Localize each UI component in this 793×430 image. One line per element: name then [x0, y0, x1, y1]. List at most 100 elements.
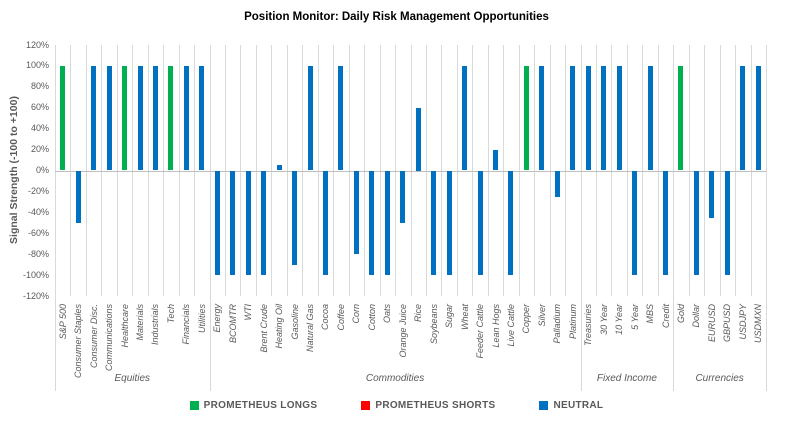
- group-label-commodities: Commodities: [365, 373, 425, 384]
- bar-usdmxn: [755, 65, 761, 171]
- bar-consumer-staples: [75, 170, 81, 223]
- bar-materials: [137, 65, 143, 171]
- y-axis-tick-label: 0%: [35, 165, 49, 175]
- x-axis-label-text: Communications: [104, 304, 115, 372]
- bar-platinum: [570, 65, 576, 171]
- legend-swatch-icon: [189, 401, 199, 410]
- x-axis-label-text: Dollar: [691, 304, 702, 328]
- x-axis-label-text: Materials: [135, 304, 145, 341]
- legend-item-prometheus-shorts: PROMETHEUS SHORTS: [361, 400, 495, 411]
- bar-communications: [106, 65, 112, 171]
- x-axis-label-text: Treasuries: [583, 304, 594, 346]
- x-axis-label-text: Heating Oil: [274, 304, 285, 349]
- x-axis-label-text: 10 Year: [614, 304, 625, 335]
- group-divider: [766, 296, 767, 391]
- bar-industrials: [152, 65, 158, 171]
- bar-lean-hogs: [493, 149, 498, 171]
- x-axis-label-text: Wheat: [459, 304, 470, 331]
- bar-copper: [523, 65, 529, 171]
- x-axis-label-text: Energy: [212, 304, 223, 333]
- x-axis-label-text: Credit: [660, 304, 671, 329]
- bar-30-year: [601, 65, 607, 171]
- bar-financials: [183, 65, 189, 171]
- group-label-equities: Equities: [114, 373, 151, 384]
- bar-corn: [353, 170, 359, 255]
- x-axis-label-text: USDMXN: [753, 304, 764, 344]
- x-axis-label-text: Lean Hogs: [490, 304, 501, 348]
- group-divider: [673, 296, 675, 391]
- y-axis-tick-label: 20%: [30, 144, 49, 155]
- legend-label: NEUTRAL: [553, 400, 604, 411]
- x-axis-label-text: Cotton: [366, 304, 377, 331]
- bar-rice: [415, 107, 421, 171]
- x-axis-label-text: Consumer Disc.: [88, 304, 99, 369]
- bar-oats: [384, 170, 390, 276]
- x-axis-label-text: Gasoline: [289, 304, 300, 340]
- y-axis-tick-label: 80%: [30, 81, 49, 92]
- bar-cocoa: [322, 170, 328, 276]
- group-divider: [209, 296, 211, 391]
- bar-eurusd: [709, 170, 715, 218]
- bar-wti: [245, 170, 251, 276]
- bar-silver: [539, 65, 545, 171]
- x-axis-label-text: Sugar: [444, 304, 455, 329]
- bar-natural-gas: [307, 65, 313, 171]
- bar-coffee: [338, 65, 344, 171]
- group-label-currencies: Currencies: [695, 373, 744, 384]
- legend-label: PROMETHEUS SHORTS: [375, 400, 496, 411]
- zero-axis-line: [55, 170, 766, 172]
- y-axis-tick-label: -60%: [27, 227, 49, 238]
- x-axis-label-text: 30 Year: [598, 304, 609, 335]
- bar-consumer-disc: [91, 65, 97, 171]
- y-axis-tick-label: 60%: [30, 102, 49, 113]
- y-axis-tick-label: 40%: [30, 123, 49, 134]
- y-axis-tick-label: -100%: [22, 269, 49, 280]
- x-axis-label-text: GBPUSD: [722, 304, 733, 343]
- x-axis-label-text: Corn: [351, 304, 362, 324]
- x-axis-label-text: MBS: [645, 304, 656, 324]
- x-axis-label-text: Palladium: [552, 304, 563, 344]
- bar-orange-juice: [400, 170, 406, 223]
- x-axis-label-text: Consumer Staples: [73, 304, 84, 379]
- x-axis-label-text: Copper: [521, 304, 532, 334]
- x-axis-label-text: Feeder Cattle: [475, 304, 486, 359]
- bar-gold: [678, 65, 684, 171]
- x-axis-label-text: WTI: [243, 304, 254, 321]
- legend-label: PROMETHEUS LONGS: [203, 400, 318, 411]
- x-axis-label-text: Utilities: [196, 304, 207, 334]
- bar-usdjpy: [740, 65, 746, 171]
- legend-swatch-icon: [361, 401, 371, 410]
- y-axis-tick-label: -80%: [27, 248, 49, 259]
- bar-feeder-cattle: [477, 170, 483, 276]
- x-axis-label-text: Brent Crude: [258, 304, 269, 353]
- x-axis-label-text: Oats: [382, 304, 393, 324]
- x-axis-label-text: S&P 500: [57, 304, 68, 340]
- x-axis-label-text: Coffee: [335, 304, 346, 331]
- legend: PROMETHEUS LONGS PROMETHEUS SHORTS NEUTRAL: [0, 400, 793, 411]
- bar-gasoline: [292, 170, 298, 265]
- bar-palladium: [554, 170, 560, 197]
- group-divider: [55, 296, 56, 391]
- bar-healthcare: [122, 65, 128, 171]
- x-axis-label-text: Live Cattle: [505, 304, 516, 347]
- bar-brent-crude: [261, 170, 267, 276]
- chart-title: Position Monitor: Daily Risk Management …: [244, 11, 549, 23]
- x-axis-label-text: Gold: [675, 304, 686, 324]
- x-axis-label-text: Soybeans: [428, 304, 439, 345]
- y-axis-tick-label: 100%: [25, 60, 49, 71]
- x-axis-label-text: Cocoa: [320, 304, 331, 331]
- bar-dollar: [693, 170, 699, 276]
- x-axis-label-text: EURUSD: [706, 304, 717, 343]
- bar-10-year: [616, 65, 622, 171]
- x-axis-label-text: Healthcare: [119, 304, 130, 348]
- bar-heating-oil: [276, 165, 282, 171]
- x-axis-label-text: USDJPY: [737, 304, 748, 340]
- bar-s-p-500: [60, 65, 66, 171]
- x-axis-label-text: BCOMTR: [227, 304, 238, 343]
- bar-mbs: [647, 65, 653, 171]
- bar-utilities: [199, 65, 205, 171]
- x-axis-label-text: Financials: [181, 304, 192, 345]
- group-divider: [580, 296, 582, 391]
- x-axis-label-text: Natural Gas: [305, 304, 316, 353]
